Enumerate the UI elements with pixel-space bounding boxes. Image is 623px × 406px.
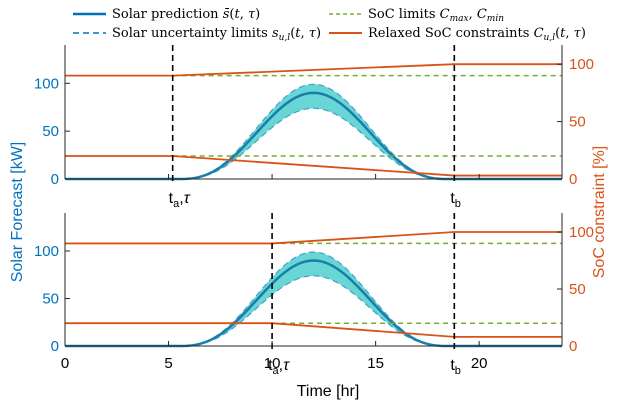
y-tick-label-right: 50	[569, 114, 586, 131]
solar-uncertainty-band	[65, 84, 562, 179]
y-tick-label-right: 100	[569, 224, 594, 241]
legend: Solar prediction s̄(t, τ) SoC limits Cma…	[73, 7, 586, 43]
x-tick-label: 0	[61, 355, 69, 372]
legend-label-solar-prediction: Solar prediction s̄(t, τ)	[112, 7, 260, 22]
solar-lower-limit-line	[65, 107, 562, 180]
y-tick-label-left: 50	[42, 291, 59, 308]
y-tick-label-right: 100	[569, 56, 594, 73]
solar-lower-limit-line	[65, 275, 562, 347]
t-b-label: tb	[450, 357, 461, 377]
y-tick-label-right: 0	[569, 171, 577, 188]
y-tick-label-left: 50	[42, 123, 59, 140]
y-tick-label-right: 50	[569, 281, 586, 298]
y-tick-label-left: 0	[51, 171, 59, 188]
legend-label-solar-uncertainty: Solar uncertainty limits su,l(t, τ)	[112, 26, 321, 43]
y-tick-label-left: 100	[34, 75, 59, 92]
t-b-label: tb	[450, 190, 461, 210]
y-tick-label-right: 0	[569, 338, 577, 355]
t-a-label: ta,τ	[169, 190, 191, 210]
legend-label-relaxed-soc: Relaxed SoC constraints Cu,l(t, τ)	[368, 26, 586, 43]
legend-label-soc-limits: SoC limits Cmax, Cmin	[368, 7, 504, 24]
y-tick-label-left: 100	[34, 243, 59, 260]
x-tick-label: 5	[164, 355, 172, 372]
x-axis-label: Time [hr]	[297, 383, 360, 400]
relaxed-soc-upper-line	[65, 231, 562, 245]
relaxed-soc-upper-line	[65, 63, 562, 77]
y-axis-label-right: SoC constraint [%]	[591, 146, 608, 279]
x-tick-label: 10	[264, 355, 281, 372]
relaxed-soc-lower-line	[65, 155, 562, 177]
x-tick-label: 15	[367, 355, 384, 372]
panel-1: ta,τ tb 0 50 100 0 50 100	[34, 45, 594, 210]
y-axis-label-left: Solar Forecast [kW]	[9, 142, 26, 282]
y-tick-label-left: 0	[51, 338, 59, 355]
x-tick-label: 20	[471, 355, 488, 372]
solar-uncertainty-band	[65, 251, 562, 346]
relaxed-soc-lower-line	[65, 322, 562, 338]
